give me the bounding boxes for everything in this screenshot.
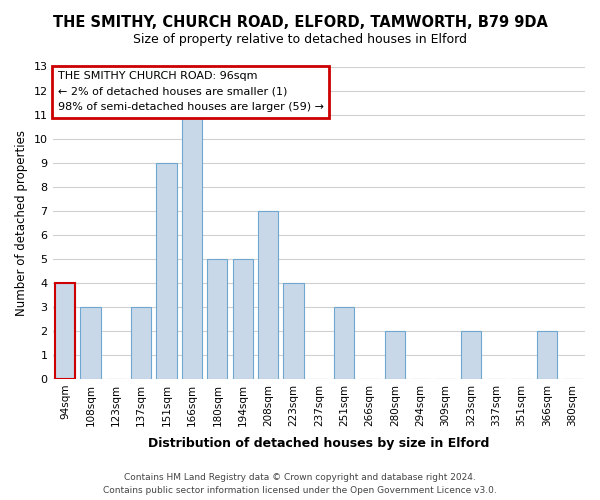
Bar	[55, 283, 76, 379]
Bar	[334, 307, 354, 379]
Y-axis label: Number of detached properties: Number of detached properties	[15, 130, 28, 316]
Bar	[283, 283, 304, 379]
X-axis label: Distribution of detached houses by size in Elford: Distribution of detached houses by size …	[148, 437, 490, 450]
Bar	[385, 331, 405, 379]
Bar	[55, 283, 76, 379]
Bar	[258, 210, 278, 379]
Bar	[233, 258, 253, 379]
Text: THE SMITHY CHURCH ROAD: 96sqm
← 2% of detached houses are smaller (1)
98% of sem: THE SMITHY CHURCH ROAD: 96sqm ← 2% of de…	[58, 71, 324, 112]
Bar	[131, 307, 151, 379]
Bar	[461, 331, 481, 379]
Bar	[80, 307, 101, 379]
Text: Size of property relative to detached houses in Elford: Size of property relative to detached ho…	[133, 32, 467, 46]
Bar	[157, 162, 177, 379]
Text: THE SMITHY, CHURCH ROAD, ELFORD, TAMWORTH, B79 9DA: THE SMITHY, CHURCH ROAD, ELFORD, TAMWORT…	[53, 15, 547, 30]
Bar	[182, 114, 202, 379]
Bar	[207, 258, 227, 379]
Bar	[537, 331, 557, 379]
Text: Contains HM Land Registry data © Crown copyright and database right 2024.
Contai: Contains HM Land Registry data © Crown c…	[103, 474, 497, 495]
